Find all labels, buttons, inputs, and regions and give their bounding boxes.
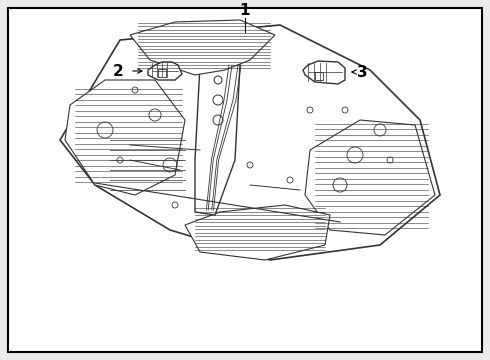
- Polygon shape: [130, 20, 275, 75]
- Polygon shape: [60, 25, 440, 260]
- Polygon shape: [65, 80, 185, 195]
- Bar: [315, 72, 323, 80]
- Polygon shape: [185, 205, 330, 260]
- Text: 1: 1: [240, 3, 250, 18]
- Text: 2: 2: [113, 63, 123, 78]
- Text: 3: 3: [357, 64, 368, 80]
- Polygon shape: [148, 62, 182, 80]
- Polygon shape: [305, 120, 435, 235]
- Bar: [158, 69, 166, 77]
- Polygon shape: [195, 50, 240, 215]
- Polygon shape: [303, 61, 345, 84]
